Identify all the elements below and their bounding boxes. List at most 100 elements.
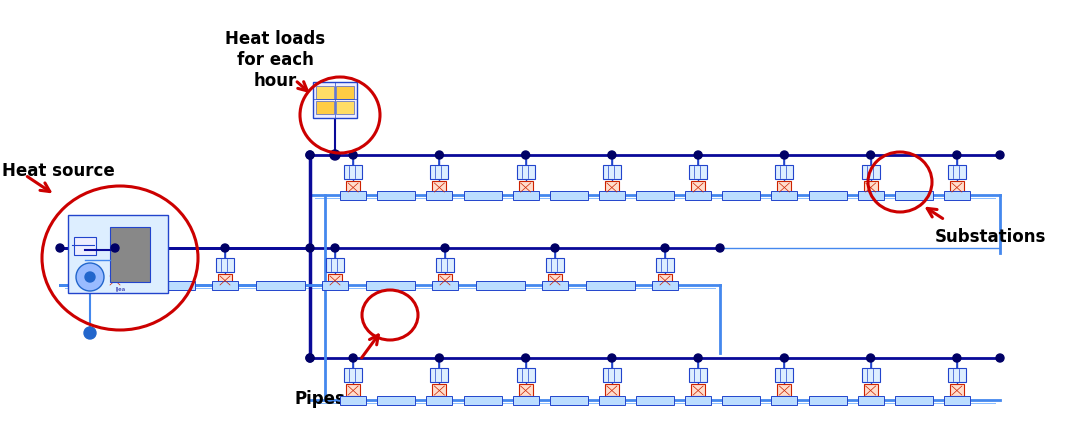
Circle shape bbox=[716, 244, 724, 252]
Bar bbox=[475, 281, 524, 290]
Bar bbox=[686, 396, 711, 405]
Circle shape bbox=[221, 244, 229, 252]
Bar bbox=[340, 190, 366, 199]
Bar bbox=[519, 181, 533, 193]
Circle shape bbox=[781, 354, 788, 362]
Bar bbox=[775, 165, 794, 179]
Circle shape bbox=[608, 354, 616, 362]
Bar bbox=[313, 82, 357, 118]
Bar bbox=[689, 165, 707, 179]
Bar bbox=[346, 181, 360, 193]
Bar bbox=[864, 384, 878, 396]
Bar bbox=[213, 281, 238, 290]
Text: Pipes: Pipes bbox=[295, 390, 345, 408]
Bar bbox=[106, 258, 124, 272]
Bar bbox=[513, 396, 538, 405]
Circle shape bbox=[307, 151, 314, 159]
Circle shape bbox=[331, 244, 339, 252]
Bar bbox=[658, 274, 672, 286]
Bar bbox=[103, 281, 128, 290]
Bar bbox=[858, 190, 883, 199]
Bar bbox=[775, 368, 794, 382]
Bar bbox=[346, 384, 360, 396]
Text: IJea: IJea bbox=[115, 287, 125, 292]
Bar bbox=[110, 227, 150, 282]
Bar bbox=[340, 396, 366, 405]
Circle shape bbox=[866, 151, 875, 159]
Bar bbox=[656, 258, 674, 272]
Circle shape bbox=[349, 354, 357, 362]
Circle shape bbox=[111, 244, 119, 252]
Bar bbox=[517, 368, 535, 382]
Bar bbox=[771, 396, 798, 405]
Bar bbox=[895, 190, 932, 199]
Text: Substations: Substations bbox=[934, 228, 1047, 246]
Bar bbox=[858, 396, 883, 405]
Circle shape bbox=[349, 151, 357, 159]
Circle shape bbox=[521, 151, 530, 159]
Circle shape bbox=[436, 151, 443, 159]
Circle shape bbox=[781, 151, 788, 159]
Bar bbox=[778, 384, 791, 396]
Bar bbox=[74, 237, 96, 255]
Bar bbox=[377, 396, 415, 405]
Bar bbox=[145, 281, 194, 290]
Circle shape bbox=[996, 354, 1004, 362]
Bar bbox=[599, 190, 625, 199]
Bar bbox=[895, 396, 932, 405]
Bar bbox=[602, 368, 621, 382]
Bar bbox=[541, 281, 568, 290]
Circle shape bbox=[76, 263, 104, 291]
Text: Heat loads
for each
hour: Heat loads for each hour bbox=[225, 30, 325, 89]
Bar bbox=[426, 190, 453, 199]
Bar bbox=[430, 165, 449, 179]
Bar bbox=[430, 368, 449, 382]
Bar bbox=[431, 281, 458, 290]
Bar bbox=[517, 165, 535, 179]
Bar bbox=[585, 281, 634, 290]
Bar bbox=[436, 258, 454, 272]
Circle shape bbox=[661, 244, 669, 252]
Bar bbox=[862, 368, 880, 382]
Bar bbox=[778, 181, 791, 193]
Bar bbox=[949, 181, 964, 193]
Circle shape bbox=[307, 151, 314, 159]
Bar bbox=[948, 165, 965, 179]
Bar bbox=[691, 384, 705, 396]
Circle shape bbox=[521, 354, 530, 362]
Bar bbox=[433, 384, 446, 396]
Bar bbox=[377, 190, 415, 199]
Bar bbox=[546, 258, 564, 272]
Bar bbox=[438, 274, 452, 286]
Bar bbox=[944, 190, 970, 199]
Bar bbox=[328, 274, 342, 286]
Circle shape bbox=[996, 151, 1004, 159]
Bar bbox=[771, 190, 798, 199]
Circle shape bbox=[608, 151, 616, 159]
Bar bbox=[722, 190, 760, 199]
Circle shape bbox=[330, 150, 340, 160]
Circle shape bbox=[436, 354, 443, 362]
Bar bbox=[519, 384, 533, 396]
Bar bbox=[68, 215, 168, 293]
Circle shape bbox=[953, 354, 961, 362]
Circle shape bbox=[307, 354, 314, 362]
Bar bbox=[548, 274, 562, 286]
Bar bbox=[321, 281, 348, 290]
Bar bbox=[316, 86, 334, 99]
Bar bbox=[326, 258, 344, 272]
Bar bbox=[316, 101, 334, 114]
Circle shape bbox=[866, 354, 875, 362]
Bar bbox=[433, 181, 446, 193]
Bar bbox=[864, 181, 878, 193]
Circle shape bbox=[307, 244, 314, 252]
Bar bbox=[602, 165, 621, 179]
Bar bbox=[949, 384, 964, 396]
Circle shape bbox=[694, 354, 702, 362]
Bar bbox=[336, 86, 354, 99]
Bar bbox=[216, 258, 234, 272]
Bar bbox=[651, 281, 678, 290]
Circle shape bbox=[307, 354, 314, 362]
Bar bbox=[604, 181, 618, 193]
Bar bbox=[808, 190, 847, 199]
